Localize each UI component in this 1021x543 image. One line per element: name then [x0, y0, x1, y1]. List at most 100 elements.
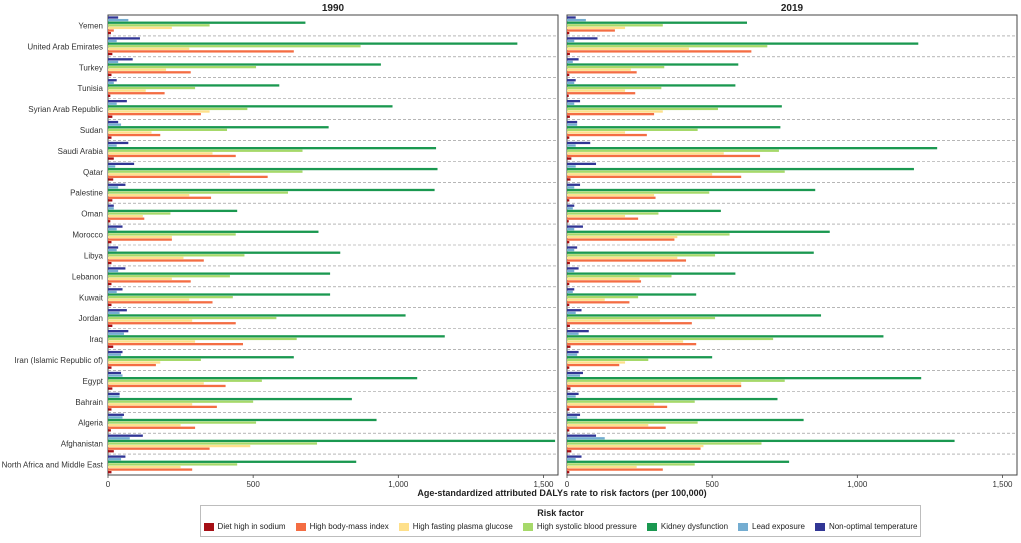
- category-label: Turkey: [79, 63, 103, 72]
- bar-2019-12-2: [567, 277, 640, 280]
- category-label: Qatar: [83, 168, 103, 177]
- bar-1990-15-5: [108, 332, 124, 335]
- category-label: Kuwait: [79, 293, 104, 302]
- bar-2019-19-2: [567, 424, 649, 427]
- bar-2019-8-4: [567, 188, 816, 192]
- category-label: United Arab Emirates: [27, 42, 103, 51]
- bar-2019-7-0: [567, 178, 571, 181]
- bar-2019-3-4: [567, 84, 736, 87]
- bar-1990-20-5: [108, 437, 130, 440]
- bar-2019-15-0: [567, 345, 571, 348]
- bar-2019-8-3: [567, 191, 710, 194]
- bar-1990-8-4: [108, 188, 435, 192]
- legend-swatch: [295, 522, 306, 531]
- bar-1990-21-4: [108, 460, 357, 463]
- bar-1990-13-5: [108, 290, 117, 294]
- bar-1990-16-5: [108, 353, 122, 356]
- bar-2019-5-6: [567, 120, 578, 124]
- bar-2019-3-3: [567, 86, 662, 90]
- bar-2019-20-2: [567, 444, 704, 448]
- bar-1990-7-5: [108, 165, 116, 168]
- bar-1990-4-4: [108, 105, 393, 108]
- bar-1990-10-5: [108, 228, 117, 231]
- bar-2019-2-4: [567, 63, 739, 66]
- bar-2019-2-5: [567, 60, 573, 64]
- bar-2019-16-0: [567, 366, 570, 369]
- bar-2019-11-0: [567, 261, 570, 265]
- bar-1990-19-2: [108, 424, 181, 427]
- bar-1990-8-2: [108, 194, 190, 197]
- bar-2019-20-6: [567, 434, 597, 437]
- bar-2019-10-1: [567, 238, 675, 241]
- legend-items: Diet high in sodium High body-mass index H…: [201, 522, 920, 531]
- x-tick-label-1990: 0: [106, 480, 111, 489]
- bar-2019-0-5: [567, 18, 586, 22]
- bar-1990-15-6: [108, 329, 129, 333]
- bar-2019-1-6: [567, 37, 598, 40]
- bar-1990-6-3: [108, 149, 303, 152]
- bar-2019-10-3: [567, 233, 730, 236]
- bar-2019-13-4: [567, 293, 697, 296]
- x-tick-label-1990: 1,500: [533, 480, 554, 489]
- category-label: Libya: [84, 251, 104, 260]
- bar-2019-16-4: [567, 356, 713, 359]
- bar-1990-15-2: [108, 340, 196, 343]
- bar-2019-6-4: [567, 147, 938, 150]
- bar-1990-1-0: [108, 52, 113, 56]
- bar-2019-7-1: [567, 175, 742, 179]
- bar-1990-0-4: [108, 21, 306, 24]
- legend-label: High body-mass index: [309, 522, 389, 531]
- bar-2019-12-1: [567, 280, 642, 283]
- bar-1990-3-6: [108, 79, 117, 82]
- bar-1990-6-1: [108, 154, 236, 158]
- bar-2019-10-0: [567, 241, 570, 244]
- bar-1990-12-0: [108, 282, 112, 286]
- bar-2019-4-3: [567, 107, 718, 111]
- bar-1990-13-6: [108, 288, 123, 291]
- bar-1990-18-3: [108, 400, 254, 403]
- bar-2019-3-0: [567, 94, 569, 97]
- bar-2019-5-4: [567, 126, 781, 129]
- bar-2019-10-5: [567, 228, 575, 231]
- bar-2019-19-6: [567, 413, 581, 416]
- bar-2019-15-2: [567, 340, 684, 343]
- category-label: Afghanistan: [61, 440, 103, 449]
- legend: Risk factor Diet high in sodium High body…: [200, 505, 921, 537]
- bar-2019-13-2: [567, 298, 605, 301]
- bar-1990-1-6: [108, 37, 140, 40]
- bar-2019-0-4: [567, 21, 747, 24]
- category-label: Morocco: [72, 231, 103, 240]
- bar-2019-5-2: [567, 131, 626, 134]
- bar-2019-2-3: [567, 65, 665, 69]
- bar-1990-10-3: [108, 233, 236, 236]
- bar-2019-14-5: [567, 311, 576, 314]
- bar-1990-8-0: [108, 199, 113, 202]
- bar-2019-12-4: [567, 272, 736, 275]
- bar-2019-17-6: [567, 371, 583, 375]
- bar-2019-0-1: [567, 29, 615, 32]
- bar-1990-9-5: [108, 207, 114, 210]
- bar-1990-2-5: [108, 60, 119, 64]
- bar-2019-4-0: [567, 115, 570, 118]
- bar-1990-5-4: [108, 126, 329, 129]
- bar-2019-19-4: [567, 418, 804, 422]
- bar-1990-21-3: [108, 463, 238, 466]
- bar-2019-11-4: [567, 251, 814, 254]
- bar-1990-16-0: [108, 366, 112, 369]
- bar-1990-11-4: [108, 251, 341, 254]
- bar-1990-17-1: [108, 384, 226, 388]
- bar-2019-4-6: [567, 99, 581, 103]
- bar-1990-11-2: [108, 256, 184, 260]
- bar-1990-13-3: [108, 295, 233, 299]
- bar-2019-15-4: [567, 335, 884, 338]
- bar-2019-16-6: [567, 350, 579, 354]
- bar-1990-6-4: [108, 147, 437, 150]
- bar-2019-3-1: [567, 92, 636, 95]
- bar-1990-18-4: [108, 397, 352, 401]
- bar-2019-9-3: [567, 212, 659, 215]
- bar-2019-6-0: [567, 157, 572, 160]
- bar-1990-2-6: [108, 58, 133, 61]
- bar-1990-21-2: [108, 465, 181, 469]
- bar-1990-19-5: [108, 416, 123, 419]
